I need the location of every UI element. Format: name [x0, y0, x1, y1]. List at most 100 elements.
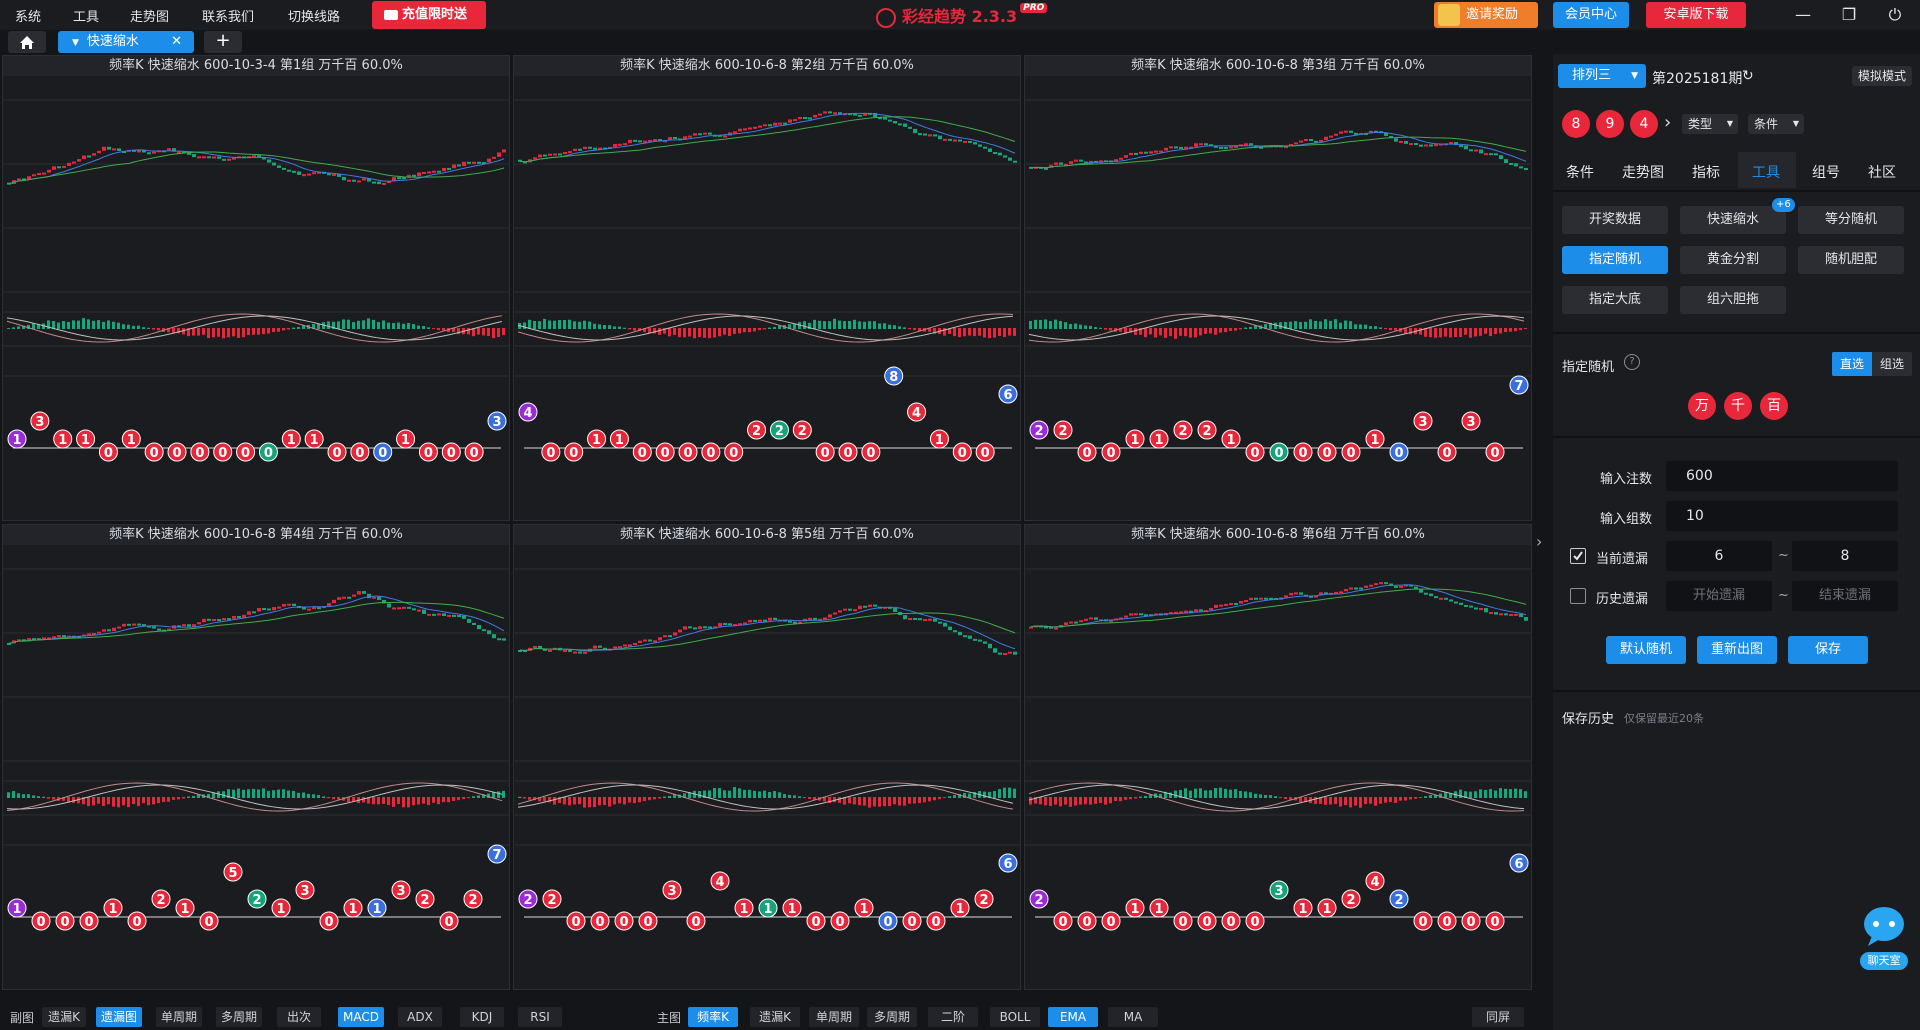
member-center-button[interactable]: 会员中心 — [1553, 2, 1629, 28]
refresh-icon[interactable]: ↻ — [1742, 68, 1754, 84]
sub-chart-option[interactable]: 多周期 — [216, 1007, 262, 1027]
menu-trend[interactable]: 走势图 — [130, 10, 170, 25]
history-miss-from-field[interactable]: 开始遗漏 — [1666, 581, 1772, 611]
history-miss-checkbox[interactable] — [1570, 588, 1586, 604]
menu-tools[interactable]: 工具 — [73, 10, 100, 25]
recharge-promo-button[interactable]: 充值限时送 — [372, 1, 486, 29]
sub-chart-option[interactable]: 单周期 — [156, 1007, 202, 1027]
sub-chart-option[interactable]: RSI — [518, 1007, 562, 1027]
menu-contact[interactable]: 联系我们 — [202, 10, 255, 25]
simulate-mode-button[interactable]: 模拟模式 — [1852, 66, 1912, 86]
macd-bar — [397, 797, 400, 805]
tool-random-banker[interactable]: 随机胆配 — [1798, 246, 1904, 274]
macd-bar — [62, 797, 65, 801]
ball-number: 1 — [310, 433, 319, 448]
ball-circle — [564, 442, 584, 462]
chevron-right-icon[interactable]: › — [1664, 112, 1672, 133]
main-chart-option[interactable]: 多周期 — [867, 1007, 917, 1027]
sub-chart-option[interactable]: 出次 — [277, 1007, 321, 1027]
current-miss-from-field[interactable]: 6 — [1666, 541, 1772, 571]
sub-chart-option[interactable]: 遗漏K — [42, 1007, 86, 1027]
tab-quick-shrink[interactable]: ▼ 快速缩水 ✕ — [58, 31, 194, 53]
condition-select[interactable]: 条件 ▼ — [1748, 114, 1804, 134]
sub-chart-option[interactable]: KDJ — [460, 1007, 504, 1027]
history-miss-to-field[interactable]: 结束遗漏 — [1792, 581, 1898, 611]
restore-icon[interactable]: ❐ — [1841, 5, 1857, 24]
tab-conditions[interactable]: 条件 — [1566, 165, 1594, 181]
help-icon[interactable]: ? — [1624, 354, 1640, 370]
save-button[interactable]: 保存 — [1788, 636, 1868, 664]
input-bets-field[interactable]: 600 — [1666, 461, 1898, 491]
tool-specified-base[interactable]: 指定大底 — [1562, 286, 1668, 314]
tab-indicators[interactable]: 指标 — [1692, 165, 1720, 181]
chevron-right-icon[interactable]: › — [1536, 532, 1543, 551]
default-random-button[interactable]: 默认随机 — [1606, 636, 1686, 664]
candle — [753, 126, 757, 129]
candle — [312, 172, 316, 175]
close-icon[interactable]: ✕ — [171, 34, 182, 49]
candle — [492, 156, 496, 159]
mode-group-button[interactable]: 组选 — [1872, 352, 1912, 376]
macd-bar — [317, 323, 320, 329]
current-miss-to-field[interactable]: 8 — [1792, 541, 1898, 571]
minimize-icon[interactable]: — — [1795, 5, 1811, 24]
main-chart-option[interactable]: 遗漏K — [750, 1007, 800, 1027]
tab-trend[interactable]: 走势图 — [1622, 165, 1664, 181]
input-groups-field[interactable]: 10 — [1666, 501, 1898, 531]
position-thousand[interactable]: 千 — [1724, 392, 1752, 420]
tab-community[interactable]: 社区 — [1868, 165, 1896, 181]
lottery-select[interactable]: 排列三 ▼ — [1558, 64, 1646, 88]
main-chart-option[interactable]: BOLL — [990, 1007, 1040, 1027]
position-hundred[interactable]: 百 — [1760, 392, 1788, 420]
main-chart-option[interactable]: 单周期 — [809, 1007, 859, 1027]
macd-bar — [1144, 795, 1147, 798]
mode-direct-button[interactable]: 直选 — [1832, 352, 1872, 376]
tool-golden-split[interactable]: 黄金分割 — [1680, 246, 1786, 274]
position-ten-thousand[interactable]: 万 — [1688, 392, 1716, 420]
candle — [1289, 143, 1293, 147]
tool-quick-shrink[interactable]: 快速缩水 — [1680, 206, 1786, 234]
sub-chart-option[interactable]: 遗漏图 — [96, 1007, 142, 1027]
ball-number: 0 — [1442, 446, 1451, 461]
macd-bar — [67, 321, 70, 329]
candle — [578, 148, 582, 151]
redraw-button[interactable]: 重新出图 — [1697, 636, 1777, 664]
history-miss-label: 历史遗漏 — [1596, 592, 1649, 607]
main-chart-option[interactable]: EMA — [1048, 1007, 1098, 1027]
home-tab[interactable] — [8, 31, 46, 53]
menu-switch-line[interactable]: 切换线路 — [288, 10, 341, 25]
tool-draw-data[interactable]: 开奖数据 — [1562, 206, 1668, 234]
tool-specified-random[interactable]: 指定随机 — [1562, 246, 1668, 274]
type-select[interactable]: 类型 ▼ — [1682, 114, 1738, 134]
main-chart-option[interactable]: MA — [1108, 1007, 1158, 1027]
invite-reward-button[interactable]: 邀请奖励 — [1434, 2, 1538, 28]
tool-group6-drag[interactable]: 组六胆拖 — [1680, 286, 1786, 314]
macd-bar — [1209, 328, 1212, 334]
main-chart-option[interactable]: 频率K — [688, 1007, 738, 1027]
ball-circle — [1461, 911, 1481, 931]
candle — [197, 622, 201, 625]
main-chart-option[interactable]: 二阶 — [928, 1007, 978, 1027]
tool-equal-random[interactable]: 等分随机 — [1798, 206, 1904, 234]
chat-room-button[interactable]: 聊天室 — [1858, 902, 1910, 974]
sub-chart-option[interactable]: ADX — [398, 1007, 442, 1027]
macd-bar — [1054, 797, 1057, 805]
tab-tools[interactable]: 工具 — [1752, 165, 1780, 181]
fullscreen-button[interactable]: 同屏 — [1472, 1007, 1524, 1027]
macd-bar — [673, 794, 676, 798]
macd-bar — [1184, 328, 1187, 337]
menu-system[interactable]: 系统 — [15, 10, 42, 25]
plus-icon[interactable]: + — [204, 31, 242, 53]
sub-chart-option[interactable]: MACD — [338, 1007, 384, 1027]
power-icon[interactable]: ⏻ — [1888, 5, 1902, 24]
current-miss-checkbox[interactable] — [1570, 548, 1586, 564]
android-download-button[interactable]: 安卓版下载 — [1646, 2, 1746, 28]
candle — [82, 155, 86, 160]
tab-group-numbers[interactable]: 组号 — [1812, 165, 1840, 181]
